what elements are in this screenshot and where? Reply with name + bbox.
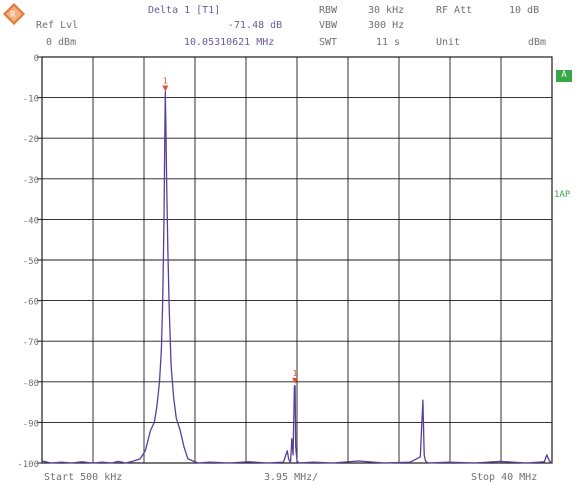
marker-triangle — [292, 377, 299, 384]
rf-att-value: 10 dB — [509, 5, 540, 16]
trace-mode-tag: 1AP — [554, 190, 571, 200]
rohde-schwarz-logo: R — [3, 3, 25, 25]
vbw-label: VBW — [319, 20, 338, 31]
y-tick-label: -80 — [23, 379, 39, 389]
marker-layer: 11 — [162, 77, 299, 384]
marker-frequency: 10.05310621 MHz — [184, 37, 275, 48]
start-frequency: Start 500 kHz — [44, 472, 123, 483]
y-tick-label: -10 — [23, 95, 39, 105]
rbw-value: 30 kHz — [368, 5, 405, 16]
spectrum-trace — [41, 90, 553, 464]
y-tick-label: -30 — [23, 176, 39, 186]
marker-label: 1 — [293, 369, 298, 378]
stop-frequency: Stop 40 MHz — [471, 472, 538, 483]
marker-triangle — [162, 85, 169, 92]
span-per-division: 3.95 MHz/ — [264, 472, 319, 483]
y-axis-ticks: 0 -10 -20 -30 -40 -50 -60 -70 -80 -90 -100 — [17, 54, 42, 470]
y-tick-label: -40 — [23, 216, 39, 226]
ref-level-value: 0 dBm — [46, 37, 77, 48]
marker-level: -71.48 dB — [228, 20, 283, 31]
ref-level-label: Ref Lvl — [36, 20, 79, 31]
y-tick-label: -60 — [23, 298, 39, 308]
y-tick-label: -90 — [23, 419, 39, 429]
y-tick-label: -50 — [23, 257, 39, 267]
marker-title: Delta 1 [T1] — [148, 5, 221, 16]
y-tick-label: -70 — [23, 338, 39, 348]
trace-a-tag: A — [556, 70, 572, 82]
svg-text:R: R — [10, 10, 16, 19]
swt-value: 11 s — [376, 37, 401, 48]
trace-layer — [41, 90, 553, 464]
marker-label: 1 — [163, 77, 168, 86]
swt-label: SWT — [319, 37, 338, 48]
unit-label: Unit — [436, 37, 461, 48]
y-tick-label: 0 — [34, 54, 39, 64]
vbw-value: 300 Hz — [368, 20, 405, 31]
rf-att-label: RF Att — [436, 5, 473, 16]
rbw-label: RBW — [319, 5, 338, 16]
y-tick-label: -20 — [23, 135, 39, 145]
y-tick-label: -100 — [17, 460, 39, 470]
unit-value: dBm — [528, 37, 547, 48]
grid — [41, 56, 553, 464]
